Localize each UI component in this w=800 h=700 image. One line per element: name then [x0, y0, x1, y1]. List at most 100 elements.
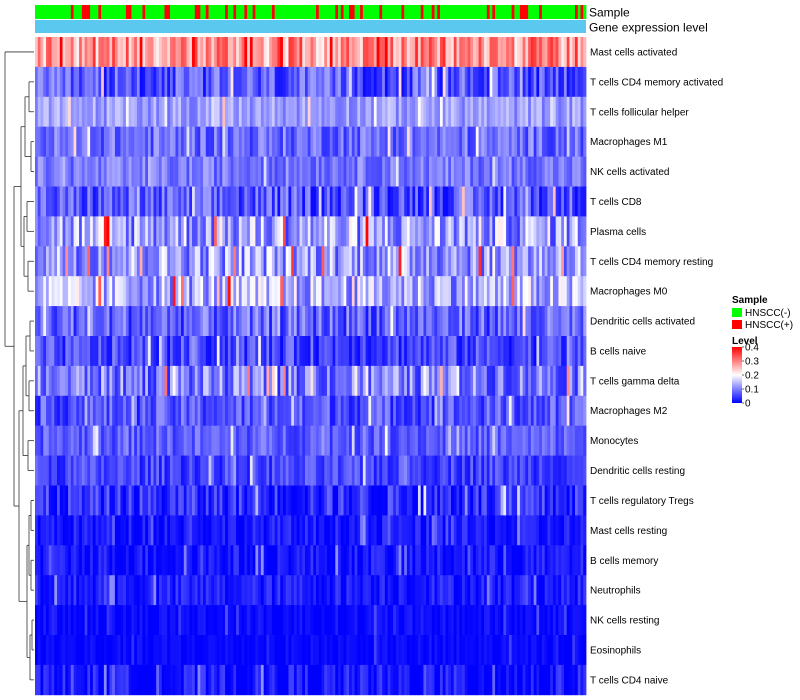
heatmap-cell	[561, 425, 565, 456]
heatmap-cell	[569, 635, 573, 666]
sample-annotation-cell	[387, 5, 391, 19]
heatmap-cell	[365, 605, 369, 636]
heatmap-cell	[172, 96, 176, 128]
heatmap-cell	[354, 365, 358, 397]
heatmap-cell	[280, 276, 284, 307]
sample-annotation-cell	[506, 5, 510, 19]
heatmap-cell	[503, 276, 507, 307]
heatmap-cell	[260, 156, 265, 187]
heatmap-cell	[530, 126, 535, 157]
heatmap-cell	[277, 635, 281, 666]
heatmap-cell	[431, 246, 435, 277]
heatmap-cell	[299, 216, 303, 247]
heatmap-cell	[65, 156, 69, 187]
heatmap-cell	[566, 664, 570, 696]
heatmap-cell	[156, 365, 160, 397]
heatmap-cell	[117, 455, 121, 486]
heatmap-cell	[98, 66, 102, 98]
heatmap-cell	[164, 395, 168, 427]
heatmap-cell	[222, 336, 226, 367]
heatmap-cell	[558, 246, 562, 277]
heatmap-cell	[506, 575, 510, 606]
heatmap-cell	[415, 455, 419, 486]
heatmap-cell	[131, 545, 135, 576]
heatmap-cell	[164, 246, 168, 277]
heatmap-cell	[343, 635, 347, 666]
heatmap-cell	[497, 664, 501, 696]
heatmap-cell	[431, 395, 435, 427]
heatmap-cell	[288, 575, 292, 606]
heatmap-cell	[351, 365, 355, 397]
sample-annotation-cell	[574, 5, 579, 19]
heatmap-cell	[208, 246, 212, 277]
heatmap-cell	[109, 515, 113, 546]
heatmap-cell	[431, 485, 435, 516]
heatmap-cell	[205, 186, 209, 217]
heatmap-cell	[332, 276, 336, 307]
row-label: Mast cells resting	[590, 526, 667, 537]
heatmap-cell	[203, 186, 207, 217]
sample-annotation-cell	[530, 5, 535, 19]
heatmap-cell	[406, 635, 411, 666]
heatmap-cell	[269, 186, 273, 217]
heatmap-cell	[522, 126, 526, 157]
heatmap-cell	[183, 156, 187, 187]
heatmap-cell	[481, 455, 485, 486]
sample-annotation-cell	[194, 5, 198, 19]
heatmap-cell	[103, 66, 108, 98]
heatmap-cell	[525, 246, 529, 277]
heatmap-cell	[35, 635, 39, 666]
heatmap-cell	[167, 246, 171, 277]
heatmap-cell	[230, 126, 234, 157]
heatmap-cell	[431, 455, 435, 486]
heatmap-cell	[318, 425, 322, 456]
sample-annotation-cell	[299, 5, 303, 19]
heatmap-cell	[360, 635, 364, 666]
heatmap-cell	[227, 545, 231, 576]
heatmap-cell	[244, 515, 248, 546]
heatmap-cell	[150, 515, 154, 546]
heatmap-cell	[170, 186, 174, 217]
heatmap-cell	[517, 395, 521, 427]
heatmap-cell	[489, 395, 493, 427]
heatmap-cell	[164, 545, 168, 576]
heatmap-cell	[222, 455, 226, 486]
heatmap-cell	[114, 216, 119, 247]
heatmap-cell	[360, 66, 364, 98]
heatmap-cell	[266, 216, 270, 247]
heatmap-cell	[302, 365, 306, 397]
heatmap-cell	[35, 306, 39, 337]
heatmap-cell	[183, 126, 187, 157]
heatmap-cell	[398, 635, 402, 666]
heatmap-cell	[87, 126, 91, 157]
heatmap-cell	[475, 395, 479, 427]
heatmap-cell	[271, 246, 276, 277]
heatmap-cell	[417, 545, 422, 576]
heatmap-cell	[263, 276, 267, 307]
heatmap-cell	[125, 37, 130, 68]
heatmap-cell	[528, 395, 532, 427]
heatmap-cell	[109, 485, 113, 516]
heatmap-cell	[125, 515, 130, 546]
heatmap-cell	[282, 395, 287, 427]
heatmap-cell	[147, 664, 152, 696]
heatmap-cell	[112, 425, 116, 456]
sample-annotation-cell	[40, 5, 44, 19]
heatmap-cell	[90, 455, 94, 486]
heatmap-cell	[147, 186, 152, 217]
heatmap-cell	[59, 66, 63, 98]
heatmap-cell	[506, 66, 510, 98]
heatmap-cell	[316, 306, 320, 337]
heatmap-cell	[296, 246, 300, 277]
heatmap-cell	[467, 276, 471, 307]
heatmap-cell	[409, 605, 413, 636]
heatmap-cell	[528, 545, 532, 576]
heatmap-cell	[255, 365, 259, 397]
heatmap-cell	[244, 186, 248, 217]
heatmap-cell	[175, 365, 179, 397]
sample-annotation-cell	[54, 5, 58, 19]
heatmap-cell	[401, 186, 405, 217]
heatmap-cell	[316, 276, 320, 307]
heatmap-cell	[172, 425, 176, 456]
heatmap-cell	[434, 575, 438, 606]
